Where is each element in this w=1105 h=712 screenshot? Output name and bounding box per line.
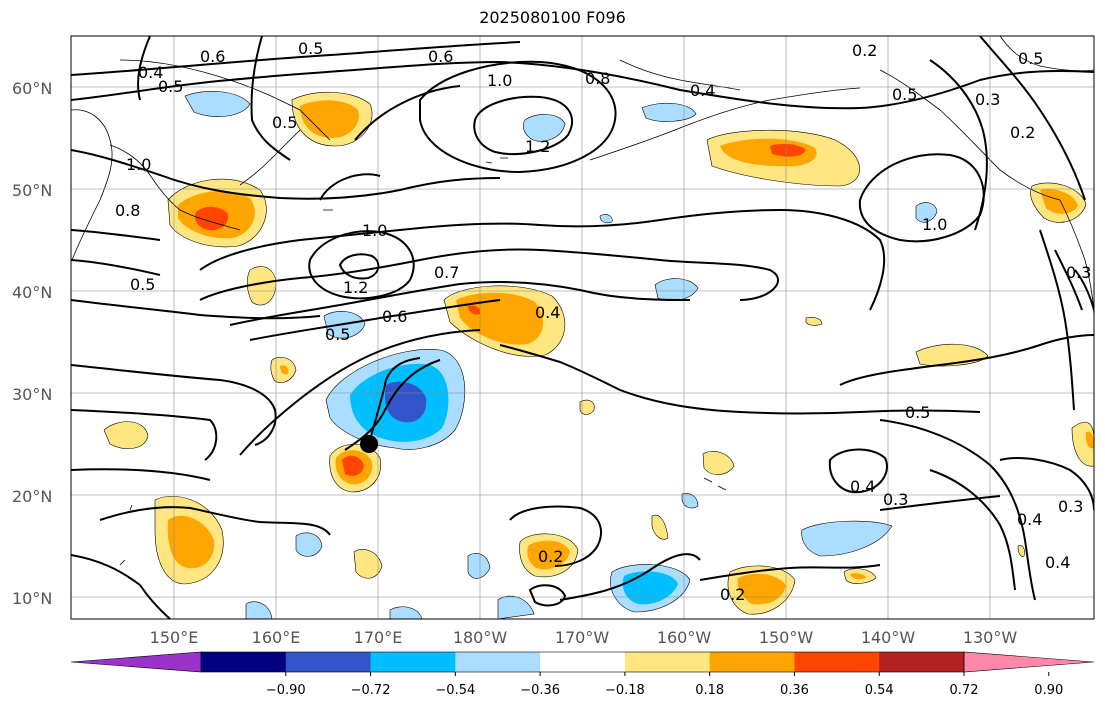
lat-label: 20°N bbox=[12, 487, 52, 506]
contour-label: 1.0 bbox=[487, 71, 512, 90]
lat-label: 30°N bbox=[12, 385, 52, 404]
lon-label: 150°E bbox=[150, 628, 199, 647]
colorbar-tick-label: 0.36 bbox=[780, 683, 809, 698]
contour-label: 0.3 bbox=[1058, 497, 1083, 516]
contour-label: 0.2 bbox=[1010, 123, 1035, 142]
lon-label: 140°W bbox=[861, 628, 916, 647]
lat-label: 60°N bbox=[12, 79, 52, 98]
contour-label: 1.2 bbox=[525, 137, 550, 156]
contour-label: 0.4 bbox=[535, 303, 560, 322]
contour-label: 0.5 bbox=[158, 77, 183, 96]
colorbar-segment bbox=[540, 652, 626, 672]
colorbar-outline bbox=[200, 651, 965, 673]
colorbar-extend-high bbox=[963, 651, 1095, 673]
lat-label: 50°N bbox=[12, 181, 52, 200]
lon-label: 160°W bbox=[657, 628, 712, 647]
lon-label: 170°E bbox=[354, 628, 403, 647]
contour-label: 0.6 bbox=[200, 47, 225, 66]
contour-label-group: 0.4 0.5 0.6 0.5 0.6 1.0 0.8 0.4 0.2 0.5 … bbox=[115, 39, 1091, 604]
colorbar-tick-label: 0.72 bbox=[950, 683, 979, 698]
colorbar-segment bbox=[370, 652, 456, 672]
colorbar: −0.90 −0.72 −0.54 −0.36 −0.18 0.18 0.36 0.54 0.7… bbox=[70, 651, 1095, 698]
contour-label: 0.2 bbox=[852, 41, 877, 60]
contour-label: 1.0 bbox=[126, 155, 151, 174]
contour-label: 0.6 bbox=[382, 307, 407, 326]
anomaly-shading bbox=[103, 91, 1094, 619]
lat-label: 40°N bbox=[12, 283, 52, 302]
contour-label: 0.4 bbox=[690, 81, 715, 100]
contour-label: 0.5 bbox=[892, 85, 917, 104]
map-title: 2025080100 F096 bbox=[479, 8, 626, 27]
lon-label: 130°W bbox=[963, 628, 1018, 647]
graticule bbox=[71, 36, 1094, 619]
contour-label: 0.5 bbox=[130, 275, 155, 294]
colorbar-tick-label: −0.18 bbox=[605, 683, 645, 698]
contour-label: 1.0 bbox=[922, 215, 947, 234]
contour-label: 0.5 bbox=[1018, 49, 1043, 68]
contour-label: 0.4 bbox=[1045, 553, 1070, 572]
contour-label: 0.4 bbox=[138, 63, 163, 82]
contour-label: 0.2 bbox=[538, 547, 563, 566]
lon-label: 160°E bbox=[252, 628, 301, 647]
colorbar-extend-low bbox=[70, 651, 202, 673]
colorbar-segment bbox=[201, 652, 287, 672]
colorbar-segment bbox=[794, 652, 880, 672]
contour-lines bbox=[71, 36, 1094, 619]
contour-label: 0.8 bbox=[585, 69, 610, 88]
colorbar-tick-label: −0.90 bbox=[266, 683, 306, 698]
contour-label: 0.3 bbox=[883, 490, 908, 509]
contour-label: 0.4 bbox=[850, 477, 875, 496]
map-frame bbox=[70, 35, 1095, 620]
contour-label: 0.5 bbox=[325, 325, 350, 344]
colorbar-tick-label: 0.54 bbox=[865, 683, 894, 698]
contour-label: 0.5 bbox=[905, 403, 930, 422]
colorbar-segment bbox=[709, 652, 795, 672]
colorbar-tick-label: −0.36 bbox=[520, 683, 560, 698]
contour-label: 0.3 bbox=[1066, 263, 1091, 282]
colorbar-segment bbox=[455, 652, 541, 672]
storm-track bbox=[368, 357, 421, 445]
colorbar-tick-label: 0.90 bbox=[1034, 683, 1063, 698]
contour-label: 0.2 bbox=[720, 585, 745, 604]
lon-label: 170°W bbox=[555, 628, 610, 647]
lon-label: 180°W bbox=[453, 628, 508, 647]
longitude-labels: 150°E 160°E 170°E 180°W 170°W 160°W 150°… bbox=[150, 628, 1018, 647]
contour-label: 0.6 bbox=[428, 47, 453, 66]
colorbar-tick-label: −0.72 bbox=[351, 683, 391, 698]
colorbar-tick-label: 0.18 bbox=[695, 683, 724, 698]
colorbar-segment bbox=[285, 652, 372, 672]
contour-label: 1.0 bbox=[362, 221, 387, 240]
contour-label: 0.8 bbox=[115, 201, 140, 220]
contour-label: 1.2 bbox=[343, 278, 368, 297]
contour-label: 0.5 bbox=[272, 113, 297, 132]
contour-label: 0.4 bbox=[1017, 510, 1042, 529]
lat-label: 10°N bbox=[12, 589, 52, 608]
contour-label: 0.7 bbox=[434, 263, 459, 282]
colorbar-segment bbox=[879, 652, 965, 672]
contour-label: 0.5 bbox=[298, 39, 323, 58]
lon-label: 150°W bbox=[759, 628, 814, 647]
contour-label: 0.3 bbox=[975, 90, 1000, 109]
latitude-labels: 60°N 50°N 40°N 30°N 20°N 10°N bbox=[12, 79, 52, 608]
colorbar-segment bbox=[624, 652, 711, 672]
colorbar-tick-label: −0.54 bbox=[435, 683, 475, 698]
